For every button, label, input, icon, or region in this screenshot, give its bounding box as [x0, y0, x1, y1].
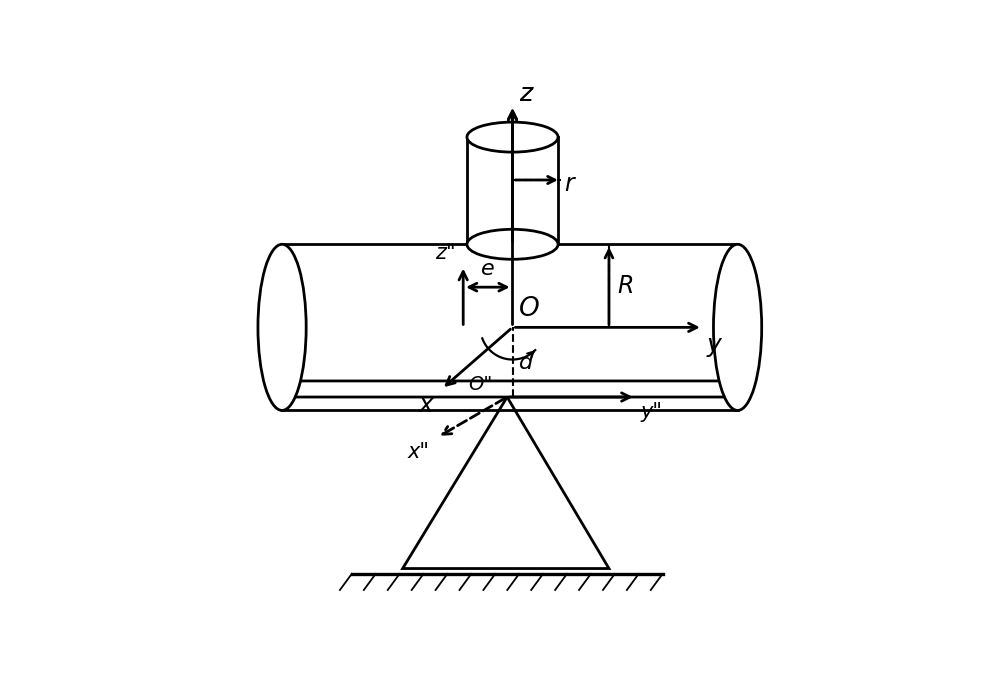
Text: d: d [519, 354, 534, 373]
Text: z: z [519, 82, 532, 106]
Polygon shape [282, 381, 743, 397]
Text: r: r [564, 173, 574, 196]
Text: x": x" [408, 441, 430, 461]
Ellipse shape [713, 244, 762, 411]
Text: O: O [519, 296, 540, 322]
Text: y": y" [640, 402, 662, 422]
Ellipse shape [467, 122, 558, 152]
Polygon shape [403, 397, 609, 569]
Text: x: x [418, 393, 433, 418]
Ellipse shape [467, 229, 558, 260]
Text: e: e [481, 259, 495, 279]
Text: z: z [519, 82, 532, 106]
Text: R: R [617, 274, 633, 298]
Text: z": z" [435, 243, 456, 263]
Text: O": O" [468, 375, 492, 395]
Ellipse shape [258, 244, 306, 411]
Text: y: y [707, 333, 721, 357]
